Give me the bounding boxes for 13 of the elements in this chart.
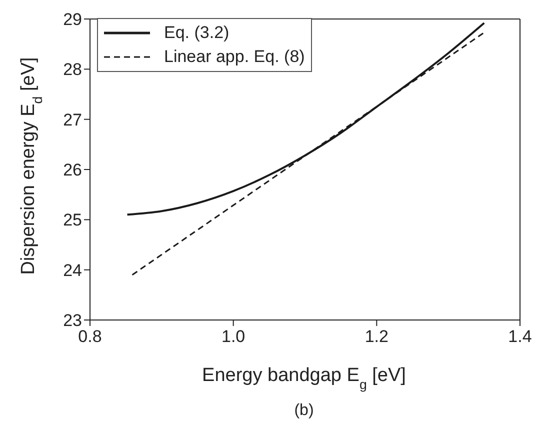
legend-label: Eq. (3.2): [164, 23, 230, 43]
x-axis-title: Energy bandgap E$_{g}$ [eV]: [202, 365, 406, 392]
y-tick-label: 27: [63, 110, 82, 130]
legend-label: Linear app. Eq. (8): [164, 47, 305, 67]
x-tick-label: 1.2: [364, 327, 388, 346]
y-tick-label: 25: [63, 210, 82, 230]
y-tick-label: 24: [63, 260, 82, 280]
y-tick-label: 26: [63, 160, 82, 180]
text: (b): [294, 402, 314, 419]
y-tick-label: 28: [63, 60, 82, 80]
y-tick-label: 29: [63, 10, 82, 30]
x-tick-label: 1.0: [222, 327, 246, 346]
x-tick-label: 1.4: [508, 327, 532, 346]
